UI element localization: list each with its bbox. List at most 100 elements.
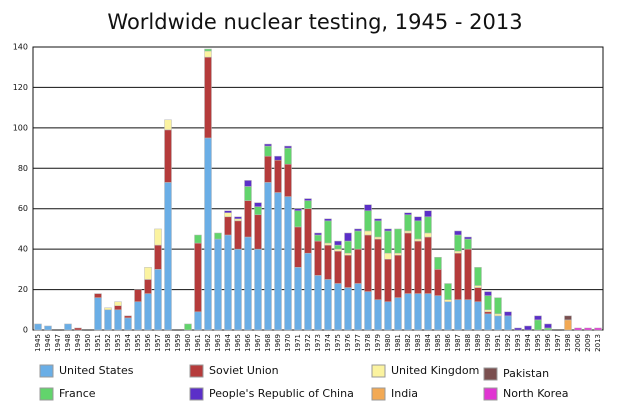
bar-segment <box>484 311 492 315</box>
legend-swatch <box>483 387 498 401</box>
bar-segment <box>304 208 312 254</box>
bar-segment <box>514 327 522 331</box>
legend-swatch <box>189 387 204 401</box>
bar-segment <box>144 279 152 294</box>
bar-segment <box>104 307 112 311</box>
bar-segment <box>354 230 362 250</box>
bar-segment <box>164 119 172 131</box>
bar-segment <box>164 129 172 183</box>
bar-segment <box>454 230 462 236</box>
legend-label: People's Republic of China <box>209 387 354 400</box>
bar-segment <box>464 238 472 250</box>
bar-segment <box>314 240 322 276</box>
bar-segment <box>434 269 442 296</box>
bar-segment <box>264 145 272 157</box>
x-tick-label: 1973 <box>314 334 322 352</box>
y-tick-label: 60 <box>18 204 28 213</box>
bar-segment <box>574 327 582 331</box>
bar-segment <box>234 216 242 220</box>
bar-segment <box>324 279 332 331</box>
bar-segment <box>324 242 332 246</box>
x-tick-label: 1998 <box>564 334 572 352</box>
x-tick-label: 1997 <box>554 334 562 352</box>
bar-segment <box>364 291 372 331</box>
x-tick-label: 1961 <box>194 334 202 352</box>
bar-segment <box>434 295 442 331</box>
x-tick-label: 1956 <box>144 333 152 351</box>
x-tick-label: 1959 <box>174 334 182 352</box>
bar-segment <box>454 250 462 254</box>
bar-segment <box>374 238 382 300</box>
bar-segment <box>534 315 542 321</box>
bar-segment <box>414 240 422 294</box>
bar-segment <box>154 244 162 270</box>
x-tick-label: 2009 <box>584 334 592 352</box>
bar-segment <box>314 234 322 242</box>
bar-segment <box>224 212 232 218</box>
x-tick-label: 1946 <box>44 333 52 351</box>
bar-segment <box>384 230 392 254</box>
x-tick-label: 1957 <box>154 334 162 352</box>
bar-segment <box>324 220 332 244</box>
y-tick-label: 80 <box>18 164 28 173</box>
bar-segment <box>204 48 212 52</box>
bar-segment <box>344 240 352 254</box>
x-tick-label: 1976 <box>344 333 352 351</box>
bar-segment <box>284 196 292 331</box>
bar-segment <box>74 327 82 331</box>
bar-segment <box>424 216 432 234</box>
bar-segment <box>314 275 322 331</box>
x-tick-label: 1977 <box>354 334 362 352</box>
bar-segment <box>294 210 302 228</box>
x-tick-label: 1963 <box>214 334 222 352</box>
bar-segment <box>384 252 392 260</box>
bar-segment <box>474 267 482 286</box>
bar-segment <box>474 285 482 288</box>
bar-segment <box>394 297 402 331</box>
bar-segment <box>204 50 212 58</box>
bar-segment <box>274 155 282 161</box>
bar-segment <box>464 236 472 240</box>
bar-segment <box>404 230 412 234</box>
x-tick-label: 1967 <box>254 334 262 352</box>
x-tick-label: 1948 <box>64 334 72 352</box>
bar-segment <box>404 214 412 232</box>
bar-segment <box>334 240 342 246</box>
bar-segment <box>584 327 592 331</box>
x-tick-label: 1990 <box>484 334 492 352</box>
bar-segment <box>354 248 362 284</box>
bar-segment <box>274 192 282 331</box>
bar-segment <box>204 137 212 331</box>
bar-segment <box>294 208 302 211</box>
x-tick-label: 1985 <box>434 334 442 352</box>
bar-segment <box>464 248 472 300</box>
x-tick-label: 1962 <box>204 334 212 352</box>
y-tick-label: 20 <box>18 285 28 294</box>
bar-segment <box>244 180 252 187</box>
bar-segment <box>364 204 372 211</box>
x-tick-label: 1966 <box>244 333 252 351</box>
bar-segment <box>214 238 222 331</box>
bar-segment <box>234 220 242 250</box>
x-tick-label: 1947 <box>54 334 62 352</box>
bar-segment <box>494 315 502 331</box>
x-tick-label: 1964 <box>224 333 232 351</box>
x-tick-label: 1995 <box>534 334 542 352</box>
x-tick-label: 1958 <box>164 334 172 352</box>
bar-segment <box>474 301 482 331</box>
x-tick-label: 1954 <box>124 333 132 351</box>
bar-segment <box>284 147 292 165</box>
bar-segment <box>564 319 572 331</box>
bar-segment <box>424 236 432 294</box>
bar-segment <box>484 313 492 331</box>
bar-segment <box>94 293 102 298</box>
bar-segment <box>484 309 492 313</box>
bar-segment <box>374 218 382 222</box>
legend-swatch <box>39 387 54 401</box>
bar-segment <box>94 297 102 331</box>
x-tick-label: 1991 <box>494 334 502 352</box>
bar-segment <box>444 299 452 302</box>
bar-segment <box>564 315 572 321</box>
x-tick-label: 1996 <box>544 333 552 351</box>
